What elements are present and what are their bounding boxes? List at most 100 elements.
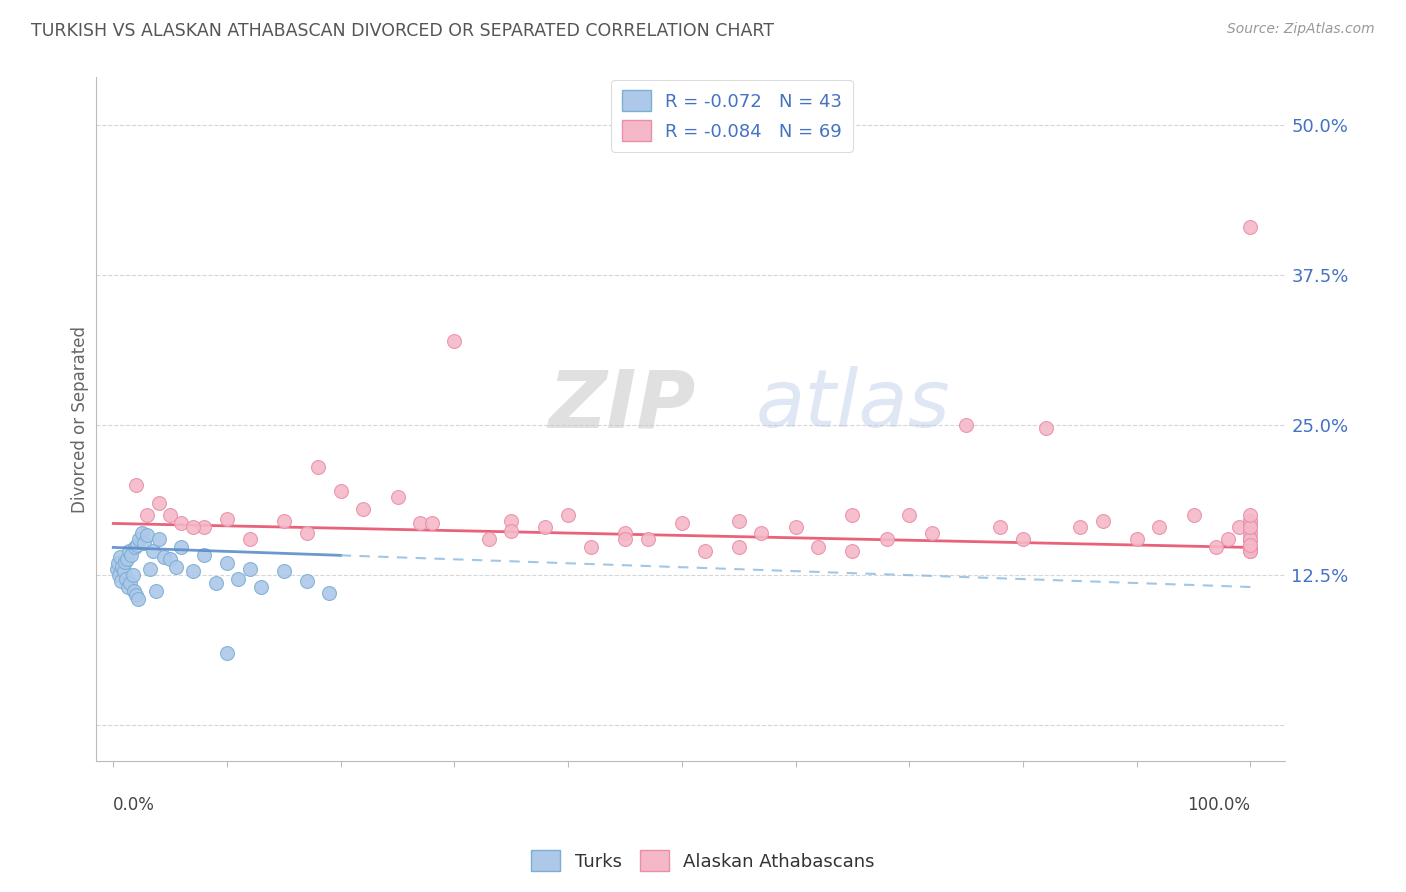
Point: [193, 548, 215, 562]
Point: [727, 541, 749, 555]
Point: [159, 552, 181, 566]
Text: TURKISH VS ALASKAN ATHABASCAN DIVORCED OR SEPARATED CORRELATION CHART: TURKISH VS ALASKAN ATHABASCAN DIVORCED O…: [31, 22, 773, 40]
Point: [1239, 520, 1261, 534]
Point: [876, 532, 898, 546]
Point: [1012, 532, 1035, 546]
Point: [1239, 544, 1261, 558]
Point: [170, 541, 193, 555]
Point: [165, 559, 187, 574]
Point: [1205, 541, 1227, 555]
Point: [273, 514, 295, 528]
Point: [579, 541, 602, 555]
Point: [181, 565, 204, 579]
Point: [1239, 532, 1261, 546]
Point: [477, 532, 499, 546]
Point: [693, 544, 716, 558]
Point: [215, 511, 238, 525]
Point: [1239, 538, 1261, 552]
Point: [1239, 508, 1261, 522]
Point: [170, 516, 193, 531]
Point: [557, 508, 579, 522]
Point: [614, 526, 637, 541]
Point: [1182, 508, 1205, 522]
Point: [387, 490, 409, 504]
Point: [921, 526, 943, 541]
Point: [443, 334, 465, 349]
Point: [124, 541, 146, 555]
Y-axis label: Divorced or Separated: Divorced or Separated: [72, 326, 89, 513]
Point: [1239, 526, 1261, 541]
Point: [127, 538, 149, 552]
Point: [1069, 520, 1091, 534]
Point: [1227, 520, 1250, 534]
Point: [1239, 544, 1261, 558]
Point: [132, 535, 155, 549]
Legend: R = -0.072   N = 43, R = -0.084   N = 69: R = -0.072 N = 43, R = -0.084 N = 69: [612, 79, 853, 152]
Point: [105, 562, 128, 576]
Point: [115, 552, 138, 566]
Point: [215, 556, 238, 570]
Point: [193, 520, 215, 534]
Legend: Turks, Alaskan Athabascans: Turks, Alaskan Athabascans: [524, 843, 882, 879]
Point: [131, 526, 153, 541]
Point: [614, 532, 637, 546]
Point: [1239, 514, 1261, 528]
Point: [420, 516, 443, 531]
Point: [1239, 532, 1261, 546]
Text: 100.0%: 100.0%: [1188, 797, 1250, 814]
Point: [295, 526, 318, 541]
Point: [1239, 532, 1261, 546]
Point: [112, 565, 135, 579]
Point: [807, 541, 830, 555]
Point: [148, 532, 170, 546]
Point: [114, 555, 136, 569]
Point: [228, 572, 250, 586]
Point: [120, 576, 142, 591]
Text: Source: ZipAtlas.com: Source: ZipAtlas.com: [1227, 22, 1375, 37]
Point: [501, 514, 523, 528]
Point: [153, 549, 176, 564]
Point: [1239, 520, 1261, 534]
Point: [1091, 514, 1114, 528]
Text: atlas: atlas: [755, 367, 950, 444]
Point: [1239, 514, 1261, 528]
Point: [841, 544, 863, 558]
Point: [955, 418, 977, 433]
Point: [273, 565, 295, 579]
Point: [727, 514, 749, 528]
Point: [352, 502, 374, 516]
Point: [318, 586, 340, 600]
Text: 0.0%: 0.0%: [114, 797, 155, 814]
Point: [114, 572, 136, 586]
Point: [1239, 520, 1261, 534]
Point: [1216, 532, 1239, 546]
Point: [121, 568, 143, 582]
Point: [125, 478, 148, 492]
Point: [122, 583, 145, 598]
Point: [1239, 541, 1261, 555]
Point: [136, 508, 159, 522]
Point: [118, 544, 141, 558]
Point: [117, 580, 139, 594]
Point: [671, 516, 693, 531]
Point: [136, 528, 159, 542]
Point: [107, 556, 129, 570]
Point: [898, 508, 921, 522]
Point: [1149, 520, 1171, 534]
Point: [534, 520, 557, 534]
Point: [329, 484, 352, 499]
Point: [250, 580, 273, 594]
Point: [988, 520, 1011, 534]
Point: [1239, 220, 1261, 235]
Point: [637, 532, 659, 546]
Point: [215, 646, 238, 660]
Point: [127, 592, 149, 607]
Point: [125, 588, 148, 602]
Point: [751, 526, 773, 541]
Point: [110, 574, 132, 588]
Point: [1239, 541, 1261, 555]
Point: [409, 516, 432, 531]
Point: [295, 574, 318, 588]
Point: [159, 508, 181, 522]
Point: [128, 532, 150, 546]
